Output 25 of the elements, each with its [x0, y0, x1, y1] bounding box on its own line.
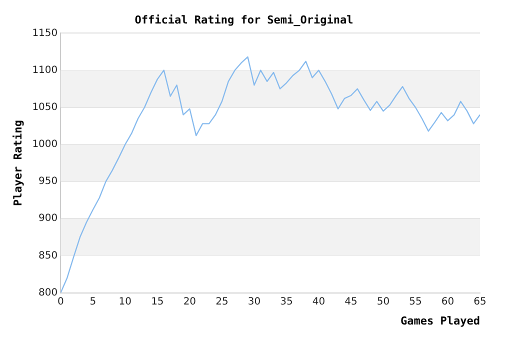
- y-tick-label: 900: [38, 213, 58, 224]
- x-tick-label: 10: [118, 296, 132, 308]
- x-tick-label: 0: [57, 296, 64, 308]
- y-tick-label: 1150: [32, 28, 58, 39]
- x-tick-label: 20: [183, 296, 196, 308]
- x-tick-label: 30: [248, 296, 261, 308]
- x-axis-title: Games Played: [400, 314, 480, 328]
- x-tick-label: 15: [151, 296, 164, 308]
- x-tick-label: 55: [409, 296, 422, 308]
- y-tick-label: 1050: [32, 102, 58, 113]
- x-tick-label: 45: [344, 296, 358, 308]
- x-tick-label: 60: [441, 296, 454, 308]
- chart-title: Official Rating for Semi_Original: [134, 13, 354, 26]
- y-tick-label: 800: [38, 287, 58, 298]
- x-tick-label: 25: [216, 296, 228, 308]
- y-tick-label: 1100: [32, 64, 58, 76]
- y-tick-label: 950: [38, 176, 58, 188]
- x-tick-label: 50: [376, 296, 390, 308]
- y-tick-label: 850: [38, 250, 58, 262]
- x-tick-label: 5: [90, 296, 96, 308]
- y-tick-label: 1000: [32, 139, 58, 150]
- x-tick-label: 65: [474, 296, 486, 308]
- x-tick-label: 35: [280, 296, 293, 308]
- x-tick-label: 40: [312, 296, 326, 308]
- y-axis-title: Player Rating: [11, 120, 24, 206]
